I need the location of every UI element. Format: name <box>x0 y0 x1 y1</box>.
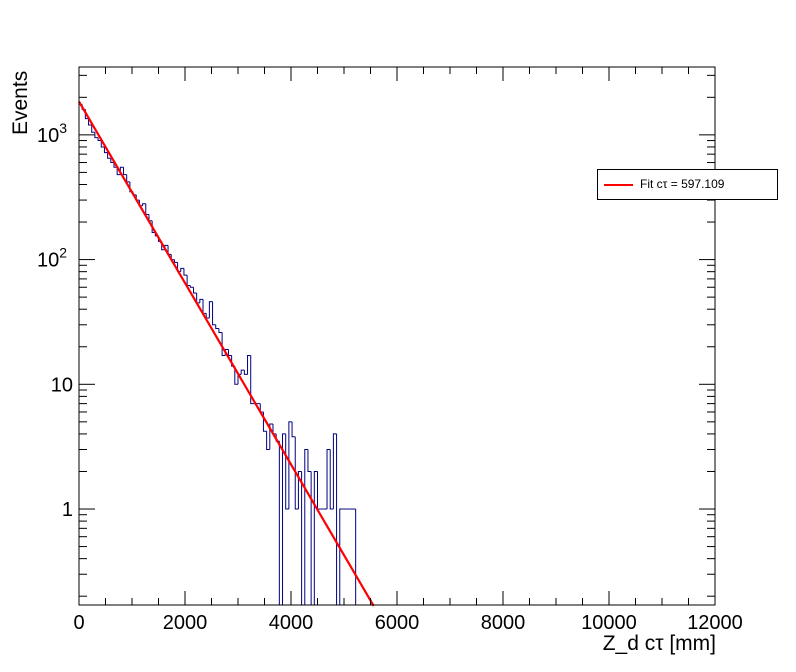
histogram-bin <box>212 301 216 326</box>
plot-frame <box>78 66 716 606</box>
histogram-bin <box>173 259 178 263</box>
histogram-bin <box>88 118 92 126</box>
histogram-bin <box>116 167 121 176</box>
histogram-bin <box>218 328 223 334</box>
histogram-series <box>78 104 357 606</box>
histogram-bin <box>339 508 343 605</box>
histogram-bin <box>199 298 204 303</box>
histogram-bin <box>313 470 318 605</box>
y-axis-ticks: 1 10 102 103 <box>37 74 715 597</box>
histogram-bin <box>107 152 111 159</box>
histogram-bin <box>247 355 251 375</box>
x-tick-label: 8000 <box>481 612 526 634</box>
x-tick-label: 12000 <box>687 612 743 634</box>
histogram-bin <box>326 449 331 510</box>
histogram-bin <box>329 449 334 510</box>
x-tick-label: 10000 <box>581 612 637 634</box>
histogram-bin <box>145 203 149 215</box>
histogram-bin <box>113 162 118 168</box>
y-tick-label: 103 <box>37 120 67 147</box>
x-tick-label: 0 <box>73 612 84 634</box>
histogram-bin <box>269 423 273 450</box>
fit-curve <box>78 100 375 607</box>
histogram-bin <box>304 449 308 605</box>
y-tick-label: 10 <box>51 374 73 396</box>
histogram-bin <box>297 470 302 510</box>
histogram-bin <box>183 268 188 276</box>
fit-curve-series <box>78 100 375 607</box>
histogram-bin <box>180 267 184 272</box>
histogram-bin <box>208 301 213 319</box>
histogram-bin <box>307 449 312 472</box>
x-tick-label: 2000 <box>163 612 208 634</box>
histogram-bin <box>317 471 321 510</box>
x-axis-title: Z_d cτ [mm] <box>603 632 716 655</box>
legend-line-swatch <box>604 184 633 186</box>
y-tick-label: 102 <box>37 245 67 272</box>
histogram-bin <box>100 140 105 148</box>
legend-box: Fit cτ = 597.109 <box>597 169 778 200</box>
y-tick-label: 1 <box>62 499 73 521</box>
histogram-bin <box>148 214 153 222</box>
histogram-bin <box>266 431 270 451</box>
histogram-bin <box>285 433 289 510</box>
histogram-bin <box>192 287 197 294</box>
histogram-bin <box>291 421 296 438</box>
histogram-bin <box>243 370 248 375</box>
histogram-bin <box>97 137 102 142</box>
x-axis-ticks: 0 2000 4000 6000 8000 10000 12000 <box>73 67 743 634</box>
histogram-bin <box>250 355 254 405</box>
histogram-bin <box>227 349 232 357</box>
histogram-bin <box>332 433 337 510</box>
x-tick-label: 6000 <box>375 612 420 634</box>
histogram-bin <box>103 146 108 154</box>
histogram-bin <box>202 299 207 314</box>
histogram-bin <box>234 366 238 385</box>
histogram-bin <box>215 324 219 330</box>
histogram-bin <box>282 433 286 605</box>
histogram-bin <box>221 332 226 357</box>
y-axis-title: Events <box>9 71 32 135</box>
histogram-bin <box>110 158 114 164</box>
histogram-bin <box>94 132 99 139</box>
histogram-bin <box>288 421 293 510</box>
histogram-bin <box>294 436 299 510</box>
histogram-bin <box>91 124 95 133</box>
histogram-bin <box>126 174 130 183</box>
histogram-bin <box>189 285 194 288</box>
histogram-bin <box>123 167 127 176</box>
histogram-bin <box>142 203 146 206</box>
legend-fit-label: Fit cτ = 597.109 <box>640 177 725 191</box>
x-tick-label: 4000 <box>269 612 314 634</box>
histogram-bin <box>186 275 191 286</box>
histogram-bin <box>240 369 245 375</box>
